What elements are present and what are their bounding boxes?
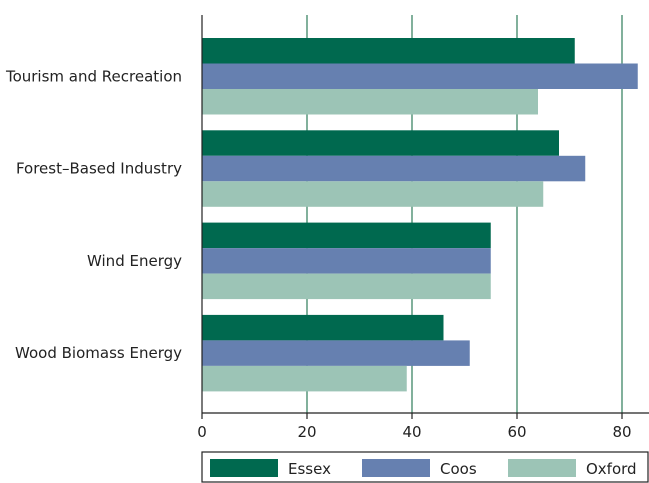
bar-oxford-tourism-and-recreation: [202, 89, 538, 115]
bars: [202, 38, 638, 392]
legend: Essex Coos Oxford: [201, 451, 649, 483]
bar-essex-tourism-and-recreation: [202, 38, 575, 64]
bar-essex-wood-biomass-energy: [202, 314, 444, 341]
bar-coos-wood-biomass-energy: [202, 340, 470, 366]
legend-swatch-coos: [362, 459, 430, 477]
category-label-forest-based-industry: Forest–Based Industry: [16, 160, 182, 178]
x-axis-ticks: 0 20 40 60 80: [197, 413, 632, 441]
bar-oxford-wind-energy: [202, 273, 491, 300]
bar-essex-forest-based-industry: [202, 130, 559, 156]
legend-label-oxford: Oxford: [586, 460, 637, 478]
bar-coos-wind-energy: [202, 248, 491, 274]
category-label-wind-energy: Wind Energy: [87, 252, 182, 270]
category-label-wood-biomass-energy: Wood Biomass Energy: [15, 344, 182, 362]
x-tick-label-0: 0: [197, 423, 207, 441]
bar-oxford-wood-biomass-energy: [202, 365, 407, 392]
x-tick-label-40: 40: [402, 423, 421, 441]
legend-label-coos: Coos: [440, 460, 477, 478]
category-labels: Tourism and Recreation Forest–Based Indus…: [5, 67, 182, 362]
x-tick-label-20: 20: [297, 423, 316, 441]
legend-swatch-oxford: [508, 459, 576, 477]
bar-essex-wind-energy: [202, 222, 491, 249]
legend-swatch-essex: [210, 459, 278, 477]
bar-coos-tourism-and-recreation: [202, 63, 638, 89]
legend-label-essex: Essex: [288, 460, 331, 478]
x-tick-label-60: 60: [507, 423, 526, 441]
category-label-tourism-and-recreation: Tourism and Recreation: [5, 67, 182, 85]
x-tick-label-80: 80: [612, 423, 631, 441]
bar-oxford-forest-based-industry: [202, 181, 544, 207]
bar-coos-forest-based-industry: [202, 155, 586, 182]
